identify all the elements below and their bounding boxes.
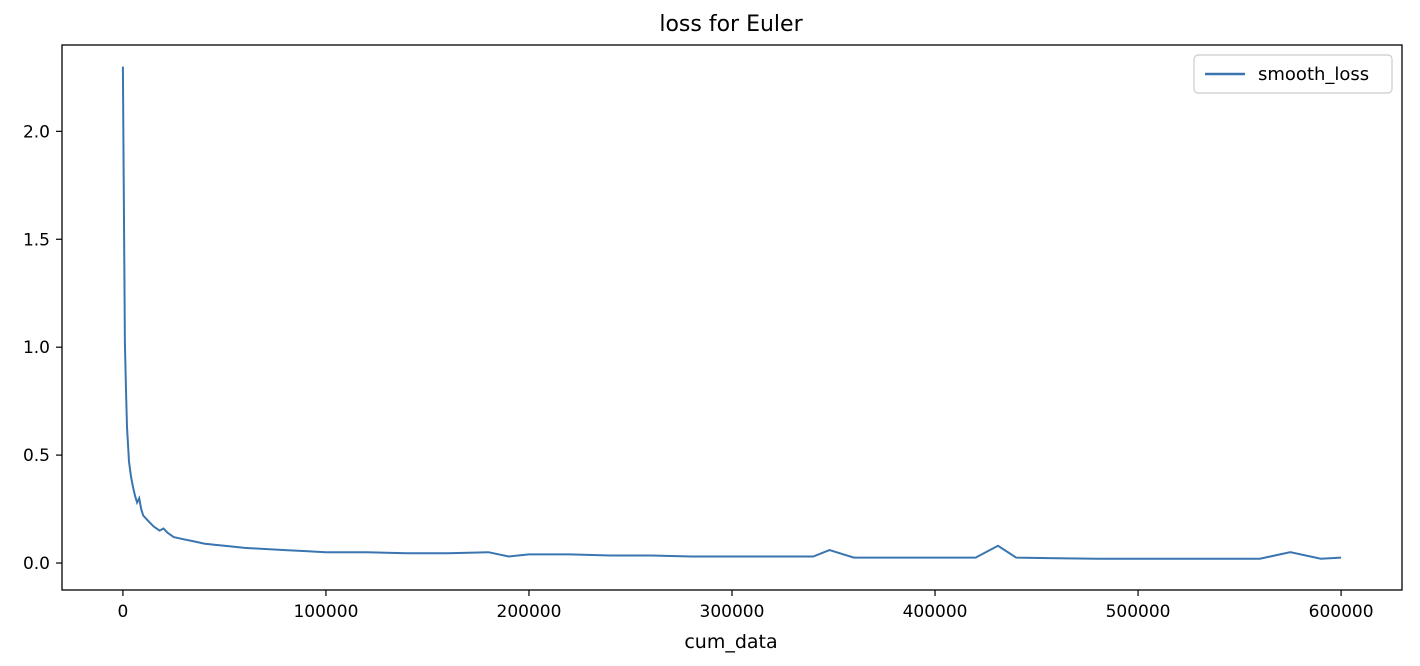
y-tick-label: 1.5	[23, 230, 50, 250]
x-tick-label: 200000	[497, 602, 562, 622]
legend-box	[1193, 54, 1393, 94]
plot-frame	[61, 44, 1403, 591]
x-tick-label: 600000	[1309, 602, 1374, 622]
y-tick-label: 0.0	[23, 554, 50, 574]
x-tick-label: 400000	[903, 602, 968, 622]
x-tick-label: 100000	[293, 602, 358, 622]
y-tick-label: 1.0	[23, 338, 50, 358]
y-tick-label: 2.0	[23, 122, 50, 142]
series-line-smooth-loss	[121, 66, 1342, 560]
y-axis: 0.0 0.5 1.0 1.5 2.0	[23, 122, 62, 574]
y-tick-label: 0.5	[23, 446, 50, 466]
legend: smooth_loss	[1193, 54, 1393, 94]
x-tick-label: 0	[117, 602, 128, 622]
chart-title: loss for Euler	[659, 12, 803, 37]
x-axis-label: cum_data	[684, 631, 777, 653]
x-tick-label: 500000	[1106, 602, 1171, 622]
legend-label-smooth-loss: smooth_loss	[1258, 64, 1369, 85]
x-tick-label: 300000	[700, 602, 765, 622]
x-axis: 0 100000 200000 300000 400000 500000 600000	[117, 590, 1374, 622]
